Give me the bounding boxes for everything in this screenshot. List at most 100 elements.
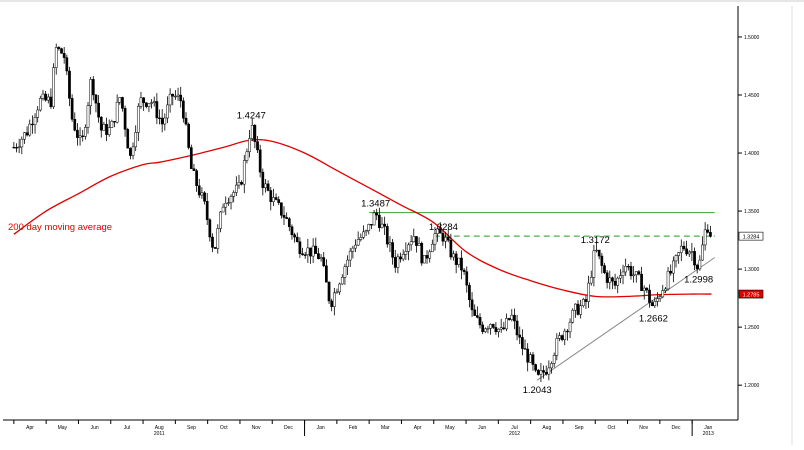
candle-body [121,97,124,109]
candle-body [626,266,630,268]
annotation-group: 1.4247 1.3487 1.3284 1.3172 1.2043 1.2662 1.29… [8,110,764,396]
candle-body [219,211,222,229]
candle-body [616,277,620,286]
x-tick-label: Apr [26,425,34,431]
candle-body [370,224,373,226]
candle-body [147,103,151,107]
candle-body [266,183,270,191]
candle-body [118,97,122,103]
candle-body [510,314,514,320]
candle-body [36,109,40,118]
candle-body [277,199,281,204]
year-label: 2011 [154,431,165,437]
candle-body [404,251,408,255]
candle-body [115,101,119,123]
candle-body [690,251,694,253]
candle-body [436,228,439,234]
candle-body [648,289,651,303]
candle-body [52,67,55,107]
candle-body [637,271,641,275]
candle-body [465,271,469,286]
candle-body [497,328,500,333]
y-tick-label: 1.4500 [744,93,760,99]
candle-body [261,171,265,189]
candle-body [20,138,24,148]
candle-body [319,257,323,260]
candle-body [595,249,598,252]
candle-body [49,96,53,107]
candle-body [412,236,416,243]
x-tick-label: May [445,425,455,431]
candle-body [407,244,410,252]
candle-body [264,183,267,189]
candle-body [163,117,167,125]
candle-body [478,317,482,326]
candle-body [372,212,376,226]
candle-body [227,202,230,204]
candle-body [325,265,328,283]
candle-body [105,124,108,135]
candle-body [634,271,638,276]
candle-body [160,117,164,125]
candle-body [452,253,455,258]
candle-body [298,241,302,254]
candle-body [481,324,485,333]
y-tick-label: 1.2000 [744,383,760,389]
candle-body [462,269,466,272]
candle-body [158,117,161,119]
candle-body [221,206,225,213]
candle-body [287,218,291,227]
candle-body [674,255,678,262]
candle-body [293,234,296,238]
candle-body [587,282,590,302]
candle-body [174,95,177,98]
candle-body [134,132,138,148]
candle-body [179,94,183,102]
candle-body [187,123,191,148]
y-tick-label: 1.2500 [744,325,760,331]
candle-body [536,369,540,375]
candle-body [309,247,312,257]
candle-body [706,229,710,233]
candle-body [54,47,58,68]
x-tick-label: Oct [608,425,616,431]
candle-body [176,94,180,97]
candle-body [645,287,649,291]
candle-body [314,245,318,254]
candle-body [84,127,87,137]
candle-body [340,277,344,285]
candle-body [483,328,487,333]
candle-body [70,98,74,120]
candle-body [322,257,326,267]
candle-body [197,185,201,196]
candle-body [272,197,275,203]
candle-body [544,372,548,375]
candle-body [81,135,85,137]
candle-body [301,253,304,256]
candle-body [409,241,413,246]
moving-average-line [13,138,712,298]
candle-body [597,249,601,257]
candle-body [502,327,506,330]
candle-body [576,303,580,315]
candle-body [425,255,429,259]
y-tick-label: 1.3500 [744,209,760,215]
support-trendline [536,257,716,381]
candle-body [571,309,575,323]
last-value-tag: 1.2785 [743,292,760,298]
candle-body [446,236,450,241]
candle-body [168,93,172,106]
candle-body [629,266,633,277]
candle-body [709,232,712,237]
candle-body [126,129,130,149]
y-tick-label: 1.3000 [744,267,760,273]
candle-body [658,296,662,299]
candle-body [430,243,434,253]
candle-body [237,182,241,186]
candle-body [306,247,310,256]
candle-body [38,98,42,111]
x-tick-label: Aug [542,425,551,431]
candle-body [608,277,612,283]
candle-body [171,93,175,97]
